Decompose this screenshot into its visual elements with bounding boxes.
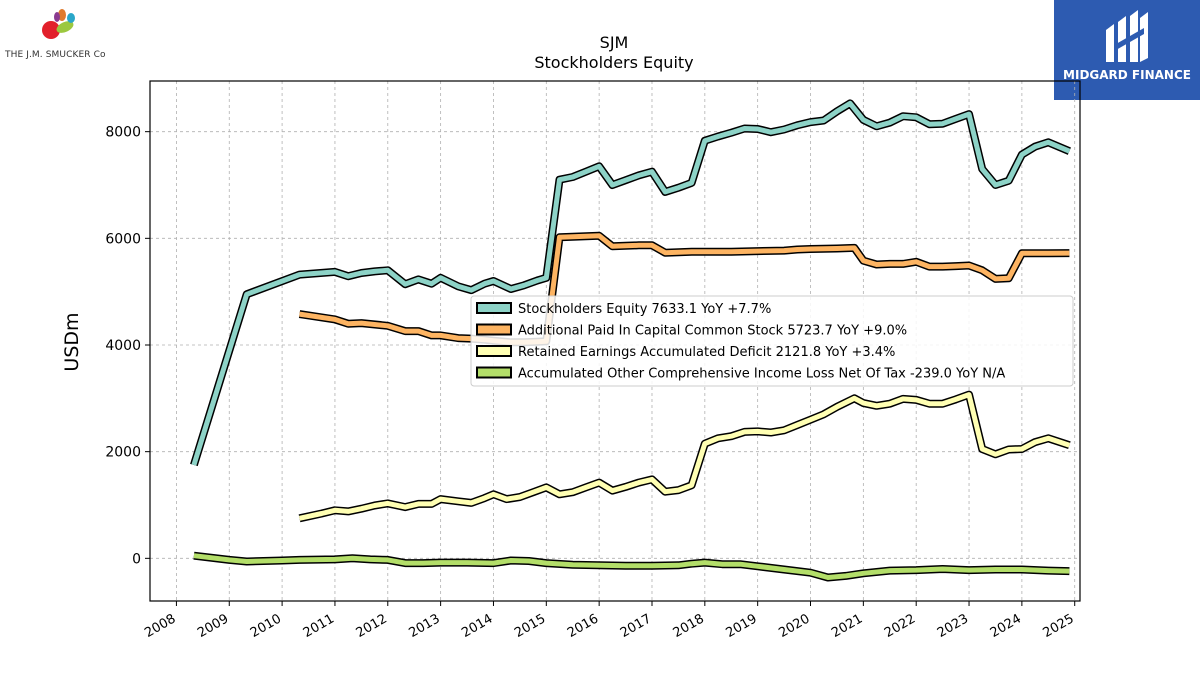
series-lines — [190, 99, 1071, 582]
smucker-logo: THE J.M. SMUCKER Co — [4, 4, 124, 66]
chart-subtitle: Stockholders Equity — [534, 53, 693, 72]
series-line — [298, 390, 1071, 523]
legend-entry: Accumulated Other Comprehensive Income L… — [476, 366, 1005, 382]
y-tick-label: 0 — [132, 551, 141, 567]
x-tick-label: 2015 — [512, 611, 548, 641]
smucker-brand-text: THE J.M. SMUCKER Co — [5, 50, 106, 60]
x-tick-label: 2025 — [1041, 611, 1077, 641]
midgard-brand-text: MIDGARD FINANCE — [1063, 68, 1191, 82]
series-line — [190, 99, 1071, 467]
x-tick-label: 2013 — [406, 611, 442, 641]
legend-label: Additional Paid In Capital Common Stock … — [518, 324, 907, 339]
legend-label: Accumulated Other Comprehensive Income L… — [518, 367, 1005, 382]
plot-frame — [149, 80, 1081, 602]
legend-swatch — [476, 323, 512, 336]
legend-entry: Additional Paid In Capital Common Stock … — [476, 323, 907, 339]
x-tick-label: 2024 — [988, 611, 1024, 641]
legend-swatch — [476, 366, 512, 379]
legend-label: Stockholders Equity 7633.1 YoY +7.7% — [518, 302, 771, 317]
legend-entry: Retained Earnings Accumulated Deficit 21… — [476, 345, 895, 360]
legend: Stockholders Equity 7633.1 YoY +7.7% Addi… — [470, 295, 1074, 387]
series-line — [298, 231, 1070, 347]
legend-box — [470, 295, 1074, 387]
midgard-emblem-icon — [1106, 10, 1148, 62]
x-tick-label: 2019 — [724, 611, 760, 641]
chart-title: SJM — [600, 33, 629, 52]
y-tick-label: 6000 — [105, 231, 141, 247]
y-ticks: 0 2000 4000 6000 8000 — [105, 125, 150, 567]
series-line — [193, 551, 1070, 582]
legend-swatch — [476, 302, 512, 314]
x-tick-label: 2010 — [248, 611, 284, 641]
x-tick-label: 2012 — [354, 611, 390, 641]
x-tick-label: 2020 — [776, 611, 812, 641]
x-tick-label: 2022 — [882, 611, 918, 641]
x-tick-label: 2021 — [829, 611, 865, 641]
midgard-logo: MIDGARD FINANCE — [1054, 0, 1200, 100]
smucker-fruit-icon — [42, 9, 75, 39]
x-tick-label: 2014 — [459, 611, 495, 641]
x-tick-label: 2018 — [671, 611, 707, 641]
x-tick-label: 2017 — [618, 611, 654, 641]
legend-swatch — [476, 345, 512, 357]
x-ticks: 2008 2009 2010 2011 2012 2013 2014 2015 2016 2017… — [142, 601, 1077, 641]
x-tick-label: 2008 — [142, 611, 178, 641]
y-tick-label: 2000 — [105, 445, 141, 461]
legend-entry: Stockholders Equity 7633.1 YoY +7.7% — [476, 302, 771, 317]
y-axis-label: USDm — [61, 312, 83, 371]
x-tick-label: 2011 — [301, 611, 337, 641]
x-tick-label: 2023 — [935, 611, 971, 641]
y-tick-label: 8000 — [105, 125, 141, 141]
x-tick-label: 2016 — [565, 611, 601, 641]
y-tick-label: 4000 — [105, 338, 141, 354]
legend-label: Retained Earnings Accumulated Deficit 21… — [518, 345, 895, 360]
x-tick-label: 2009 — [195, 611, 231, 641]
